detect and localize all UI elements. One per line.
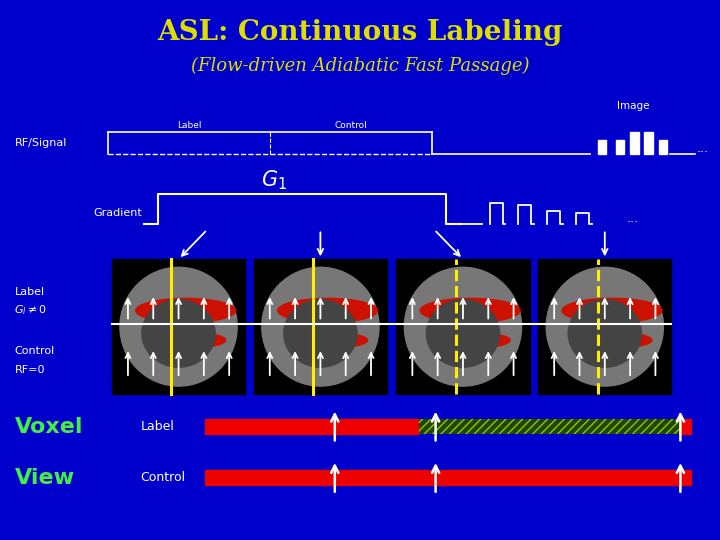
Text: Label: Label [176, 120, 202, 130]
Bar [254, 259, 387, 394]
Text: RF/Signal: RF/Signal [14, 138, 67, 148]
Text: Control: Control [335, 120, 367, 130]
Bar [630, 132, 639, 154]
Ellipse shape [420, 298, 520, 322]
Text: Image: Image [617, 100, 650, 111]
Text: Control: Control [14, 346, 55, 356]
Ellipse shape [284, 300, 357, 367]
Ellipse shape [136, 298, 235, 322]
Bar [598, 140, 606, 154]
Text: Control: Control [140, 471, 186, 484]
Ellipse shape [568, 300, 642, 367]
Text: Gradient: Gradient [94, 208, 143, 218]
Ellipse shape [142, 300, 215, 367]
Ellipse shape [572, 332, 652, 348]
Bar [205, 418, 419, 434]
Bar [680, 418, 691, 434]
Ellipse shape [120, 267, 237, 386]
Bar [419, 418, 680, 434]
Ellipse shape [145, 332, 226, 348]
Bar [616, 140, 624, 154]
Bar [396, 259, 530, 394]
Text: $G_1$: $G_1$ [261, 168, 287, 192]
Text: Voxel: Voxel [14, 416, 83, 437]
Text: (Flow-driven Adiabatic Fast Passage): (Flow-driven Adiabatic Fast Passage) [191, 57, 529, 75]
Bar [205, 470, 691, 485]
Ellipse shape [278, 298, 377, 322]
Bar [659, 140, 667, 154]
Text: $G_l$$\neq$0: $G_l$$\neq$0 [14, 303, 48, 318]
Ellipse shape [405, 267, 521, 386]
Text: View: View [14, 468, 75, 488]
Text: Label: Label [140, 420, 174, 433]
Text: Label: Label [14, 287, 45, 296]
Text: ...: ... [626, 212, 639, 225]
Ellipse shape [288, 332, 368, 348]
Text: ASL: Continuous Labeling: ASL: Continuous Labeling [157, 19, 563, 46]
Ellipse shape [546, 267, 663, 386]
Bar [112, 259, 245, 394]
Ellipse shape [562, 298, 662, 322]
Bar [644, 132, 653, 154]
Ellipse shape [262, 267, 379, 386]
Ellipse shape [431, 332, 510, 348]
Ellipse shape [426, 300, 500, 367]
Bar [538, 259, 671, 394]
Text: ...: ... [697, 142, 709, 155]
Text: RF=0: RF=0 [14, 365, 45, 375]
